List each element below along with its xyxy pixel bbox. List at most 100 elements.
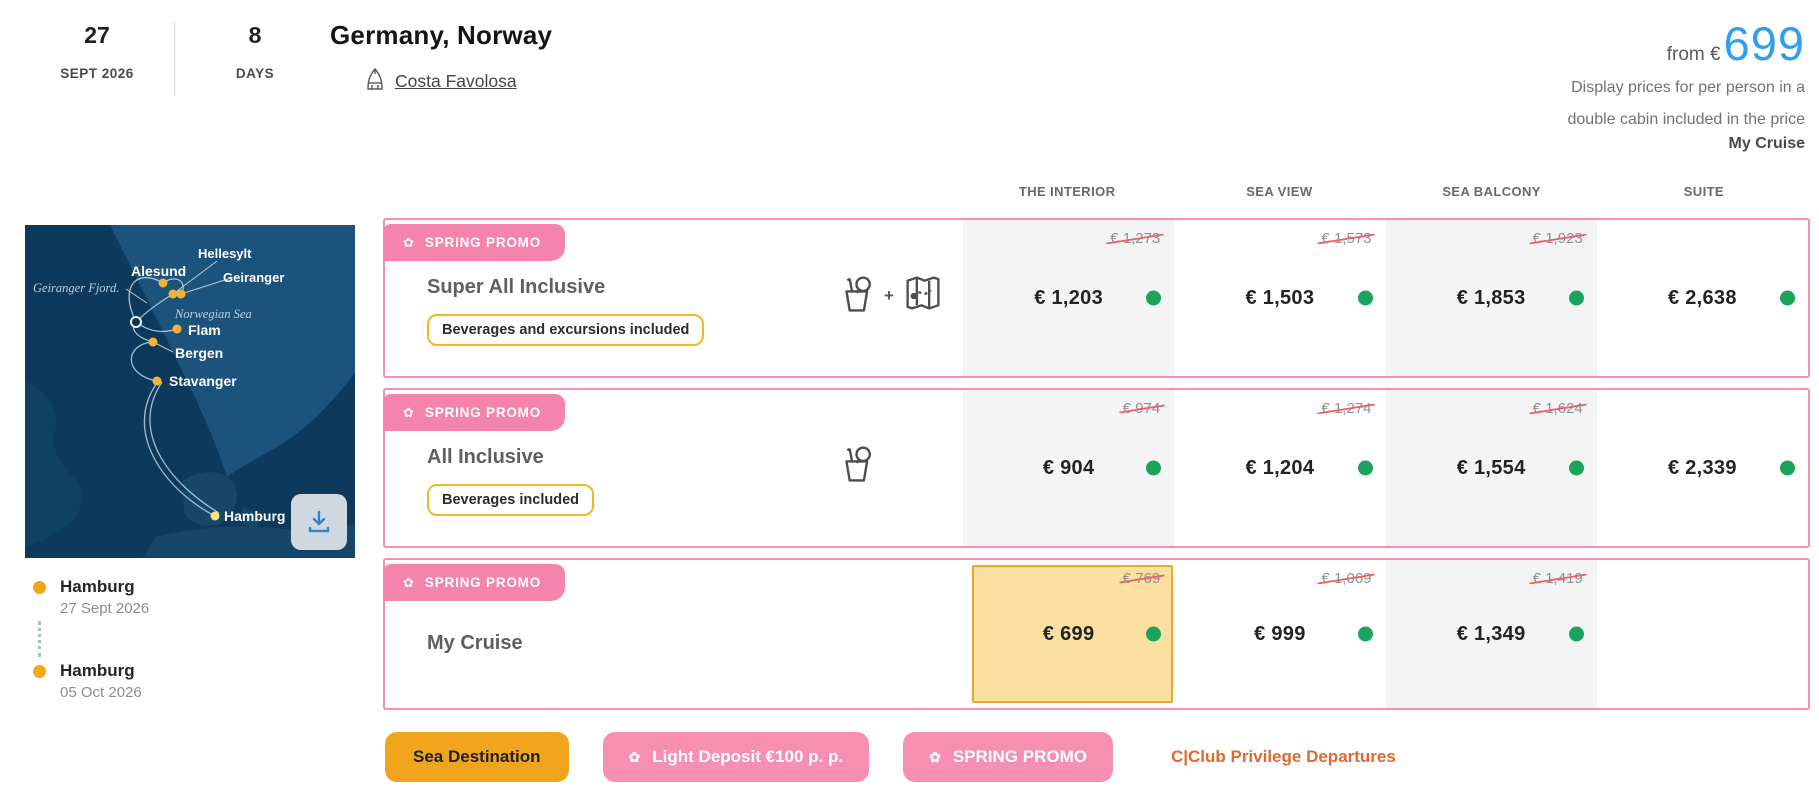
rate-title: Super All Inclusive [427,276,606,298]
old-price: € 769 [1122,570,1161,587]
current-price: € 1,349 [1456,622,1526,645]
ship-name-link[interactable]: Costa Favolosa [395,70,517,91]
price-note-line1: Display prices for per person in a [1571,78,1805,96]
flower-icon: ✿ [403,574,414,590]
price-cell-suite[interactable]: € 2,339 [1597,390,1808,546]
port-dot-icon [33,581,46,594]
col-header-suite: SUITE [1683,184,1725,199]
ship-icon [364,66,386,96]
price-cell-sea-balcony[interactable]: € 1,923 € 1,853 [1385,220,1597,376]
fjord-marker [130,316,142,328]
price-cell-sea-balcony[interactable]: € 1,624 € 1,554 [1385,390,1597,546]
map-label-norwegian-sea: Norwegian Sea [174,307,252,321]
spring-promo-chip[interactable]: ✿ SPRING PROMO [903,732,1113,782]
rate-tag-pill: Beverages and excursions included [427,314,705,346]
map-download-button[interactable] [291,494,347,550]
old-price: € 1,573 [1321,230,1372,247]
map-land-scandinavia [110,225,355,477]
flower-icon: ✿ [929,748,941,765]
availability-dot [1357,290,1373,306]
itinerary-connector [38,621,149,657]
price-cell-interior[interactable]: € 974 € 904 [963,390,1175,546]
old-price: € 1,923 [1532,230,1583,247]
download-icon [306,509,332,535]
stop-port: Hamburg [60,661,135,680]
map-land-denmark [183,472,263,529]
rate-title: All Inclusive [427,446,544,468]
rate-label-zone: All Inclusive Beverages included [385,390,963,546]
map-label-bergen: Bergen [175,345,223,361]
spring-promo-badge: ✿ SPRING PROMO [383,564,566,601]
map-label-stavanger: Stavanger [169,373,237,389]
page-title: Germany, Norway [330,20,553,50]
map-label-alesund: Alesund [131,263,186,279]
spring-promo-badge: ✿ SPRING PROMO [383,394,566,431]
old-price: € 1,273 [1110,230,1161,247]
map-label-geiranger: Geiranger [223,270,284,285]
old-price: € 1,419 [1532,570,1583,587]
current-price: € 2,339 [1667,456,1737,479]
from-price-value: 699 [1723,17,1805,70]
destination-block: Germany, Norway Costa Favolosa [330,20,552,96]
chip-label: C|Club Privilege Departures [1170,747,1396,766]
chip-label: SPRING PROMO [952,747,1087,766]
stop-date: 05 Oct 2026 [60,684,142,701]
chip-label: Light Deposit €100 p. p. [652,747,844,766]
sea-destination-chip[interactable]: Sea Destination [385,732,569,782]
availability-dot [1568,626,1584,642]
from-price-line: from € 699 [1385,17,1805,70]
list-item: Hamburg 05 Oct 2026 [33,661,149,701]
price-cell-sea-balcony[interactable]: € 1,419 € 1,349 [1385,560,1597,708]
current-price: € 2,638 [1667,286,1737,309]
rate-label-zone: My Cruise [385,560,963,708]
itinerary-map: Hellesylt Alesund Geiranger Geiranger Fj… [25,225,355,558]
rate-row-all-inclusive: ✿ SPRING PROMO All Inclusive Beverages i… [383,388,1810,548]
price-note-emphasis: My Cruise [1728,134,1805,152]
col-header-sea-balcony: SEA BALCONY [1442,184,1541,199]
perk-icons [837,442,875,489]
cruise-duration: 8 DAYS [210,22,300,81]
price-cell-sea-view[interactable]: € 1,069 € 999 [1174,560,1385,708]
col-header-interior: THE INTERIOR [1018,184,1116,199]
rate-tag-pill: Beverages included [427,484,594,516]
flower-icon: ✿ [628,748,641,765]
price-cell-sea-view[interactable]: € 1,274 € 1,204 [1174,390,1385,546]
price-summary: from € 699 Display prices for per person… [1385,17,1806,155]
light-deposit-chip[interactable]: ✿ Light Deposit €100 p. p. [602,732,870,782]
chip-label: Sea Destination [413,747,541,766]
stop-date: 27 Sept 2026 [60,600,150,617]
availability-dot [1357,460,1373,476]
availability-dot [1780,290,1795,306]
map-label-hellesylt: Hellesylt [198,246,252,261]
map-label-flam: Flam [188,322,221,338]
availability-dot [1357,626,1373,642]
cabin-column-headers: THE INTERIOR SEA VIEW SEA BALCONY SUITE [383,184,1810,199]
rate-title: My Cruise [427,632,523,654]
price-cell-suite-empty [1597,560,1808,708]
current-price: € 999 [1254,622,1306,645]
old-price: € 974 [1122,400,1161,417]
excursion-map-icon [903,272,943,319]
departure-day: 27 [84,22,110,48]
spring-promo-badge: ✿ SPRING PROMO [383,224,566,261]
ship-row: Costa Favolosa [364,66,552,96]
departure-date: 27 SEPT 2026 [36,22,158,81]
availability-dot [1146,626,1162,642]
perk-icons: + [837,272,943,319]
cclub-privilege-chip[interactable]: C|Club Privilege Departures [1146,732,1420,782]
promo-badge-label: SPRING PROMO [424,575,542,590]
price-cell-interior[interactable]: € 1,273 € 1,203 [963,220,1175,376]
price-cell-suite[interactable]: € 2,638 [1597,220,1808,376]
old-price: € 1,274 [1321,400,1372,417]
availability-dot [1568,290,1584,306]
promo-badge-label: SPRING PROMO [424,405,542,420]
label-spacer [383,184,961,199]
drink-icon [837,272,875,319]
drink-icon [837,442,875,489]
old-price: € 1,069 [1321,570,1372,587]
stop-port: Hamburg [60,577,135,596]
price-cell-sea-view[interactable]: € 1,573 € 1,503 [1174,220,1385,376]
price-note-line2: double cabin included in the price [1567,111,1806,129]
price-cell-interior-selected[interactable]: € 769 € 699 [963,560,1174,708]
